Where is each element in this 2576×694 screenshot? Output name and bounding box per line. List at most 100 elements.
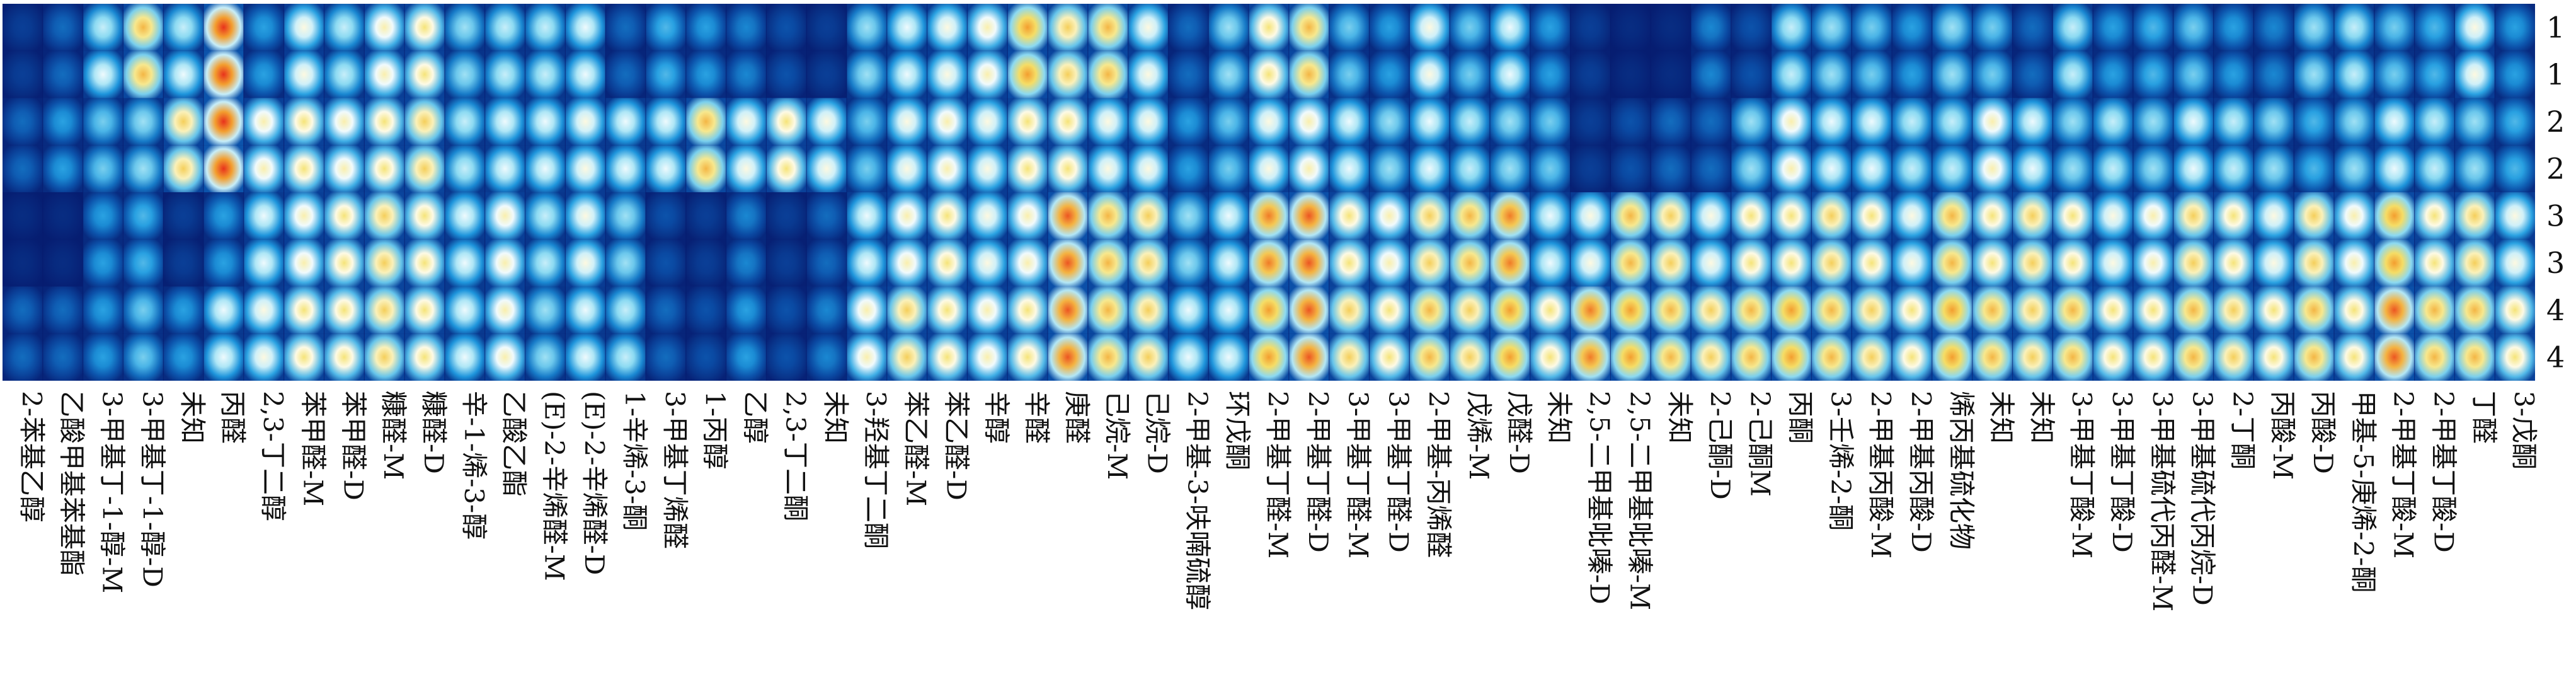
heatmap-cell	[1852, 98, 1892, 146]
heatmap-cell	[2132, 239, 2173, 287]
heatmap-cell	[806, 145, 847, 192]
heatmap-cell	[1007, 98, 1048, 146]
heatmap-cell	[2012, 239, 2053, 287]
heatmap-cell	[1007, 239, 1048, 287]
heatmap-cell	[565, 98, 606, 146]
heatmap-cell	[1932, 239, 1972, 287]
heatmap-cell	[1128, 4, 1169, 51]
heatmap-cell	[3, 333, 43, 381]
column-label: 辛醛	[1021, 391, 1052, 444]
heatmap-cell	[967, 98, 1008, 146]
heatmap-cell	[2173, 50, 2214, 98]
heatmap-cell	[685, 4, 726, 51]
heatmap-cell	[2093, 145, 2133, 192]
heatmap-cell	[1972, 98, 2013, 146]
heatmap-cell	[243, 4, 284, 51]
column-labels: 2-苯基乙醇 乙酸甲基苯基酯 3-甲基丁-1-醇-M 3-甲基丁-1-醇-D 未知 丙醛 2…	[16, 391, 2539, 611]
heatmap-cell	[1087, 333, 1128, 381]
heatmap-cell	[2414, 239, 2455, 287]
heatmap-cell	[2253, 239, 2294, 287]
heatmap-cell	[525, 4, 566, 51]
heatmap-cell	[1610, 192, 1651, 240]
heatmap-cell	[967, 192, 1008, 240]
heatmap-cell	[1329, 286, 1370, 334]
heatmap-cell	[2012, 333, 2053, 381]
heatmap-cell	[1450, 50, 1490, 98]
heatmap-cell	[2374, 98, 2415, 146]
heatmap-cell	[1972, 192, 2013, 240]
heatmap-cell	[1087, 145, 1128, 192]
heatmap-cell	[2173, 145, 2214, 192]
column-label: 2-甲基丙酸-M	[1865, 391, 1896, 558]
heatmap-cell	[2173, 4, 2214, 51]
heatmap-cell	[1288, 192, 1329, 240]
column-label: 乙酸乙酯	[499, 391, 530, 497]
heatmap-cell	[565, 333, 606, 381]
heatmap-cell	[1168, 145, 1209, 192]
heatmap-cell	[1892, 192, 1932, 240]
heatmap-cell	[2454, 50, 2495, 98]
heatmap-cell	[444, 192, 485, 240]
column-label: 环戊酮	[1222, 391, 1253, 470]
row-label: 3	[2546, 246, 2565, 280]
heatmap-cell	[927, 98, 968, 146]
heatmap-cell	[203, 192, 244, 240]
heatmap-cell	[2052, 192, 2093, 240]
heatmap-cell	[2294, 4, 2334, 51]
heatmap-cell	[2454, 239, 2495, 287]
heatmap-cell	[2294, 286, 2334, 334]
heatmap-cell	[2454, 192, 2495, 240]
column-label: 己烷-M	[1102, 391, 1133, 480]
heatmap-cell	[605, 192, 646, 240]
heatmap-cell	[1208, 98, 1249, 146]
heatmap-cell	[444, 98, 485, 146]
heatmap-cell	[1249, 333, 1289, 381]
heatmap-cell	[1651, 333, 1691, 381]
heatmap-cell	[1369, 333, 1410, 381]
heatmap-cell	[2374, 145, 2415, 192]
heatmap-cell	[726, 286, 767, 334]
column-label: 甲基-5-庚烯-2-酮	[2348, 391, 2379, 593]
heatmap-cell	[283, 192, 324, 240]
heatmap-cell	[967, 333, 1008, 381]
column-label: 3-甲基丁烯醛	[660, 391, 690, 549]
heatmap-cell	[1932, 50, 1972, 98]
heatmap-cell	[163, 4, 204, 51]
heatmap-cell	[2414, 333, 2455, 381]
heatmap-cell	[283, 145, 324, 192]
heatmap-cell	[364, 239, 405, 287]
heatmap-cell	[525, 192, 566, 240]
heatmap-cell	[283, 333, 324, 381]
heatmap-cell	[83, 333, 123, 381]
heatmap-cell	[1651, 239, 1691, 287]
heatmap-cell	[2495, 4, 2535, 51]
column-label: 丙酸-M	[2267, 391, 2298, 480]
heatmap-cell	[1811, 239, 1852, 287]
column-label: 苯乙醛-M	[901, 391, 932, 506]
heatmap-cell	[2495, 333, 2535, 381]
heatmap-cell	[3, 50, 43, 98]
heatmap-cell	[243, 192, 284, 240]
heatmap-cell	[766, 239, 807, 287]
heatmap-cell	[1288, 145, 1329, 192]
heatmap-cell	[1489, 286, 1530, 334]
heatmap-cell	[2294, 192, 2334, 240]
heatmap-cell	[1651, 145, 1691, 192]
heatmap-cell	[1570, 50, 1611, 98]
heatmap-cell	[163, 145, 204, 192]
heatmap-cell	[605, 98, 646, 146]
heatmap-cell	[123, 239, 164, 287]
heatmap-cell	[685, 192, 726, 240]
heatmap-cell	[2454, 4, 2495, 51]
heatmap-cell	[847, 98, 887, 146]
heatmap-cell	[324, 286, 365, 334]
column-label: 3-羟基丁二酮	[861, 391, 891, 549]
column-label: 戊烯-M	[1463, 391, 1494, 480]
heatmap-cell	[2012, 192, 2053, 240]
heatmap-cell	[1329, 98, 1370, 146]
heatmap-cell	[42, 4, 83, 51]
heatmap-cell	[806, 4, 847, 51]
heatmap-cell	[2213, 50, 2254, 98]
heatmap-cell	[2132, 192, 2173, 240]
